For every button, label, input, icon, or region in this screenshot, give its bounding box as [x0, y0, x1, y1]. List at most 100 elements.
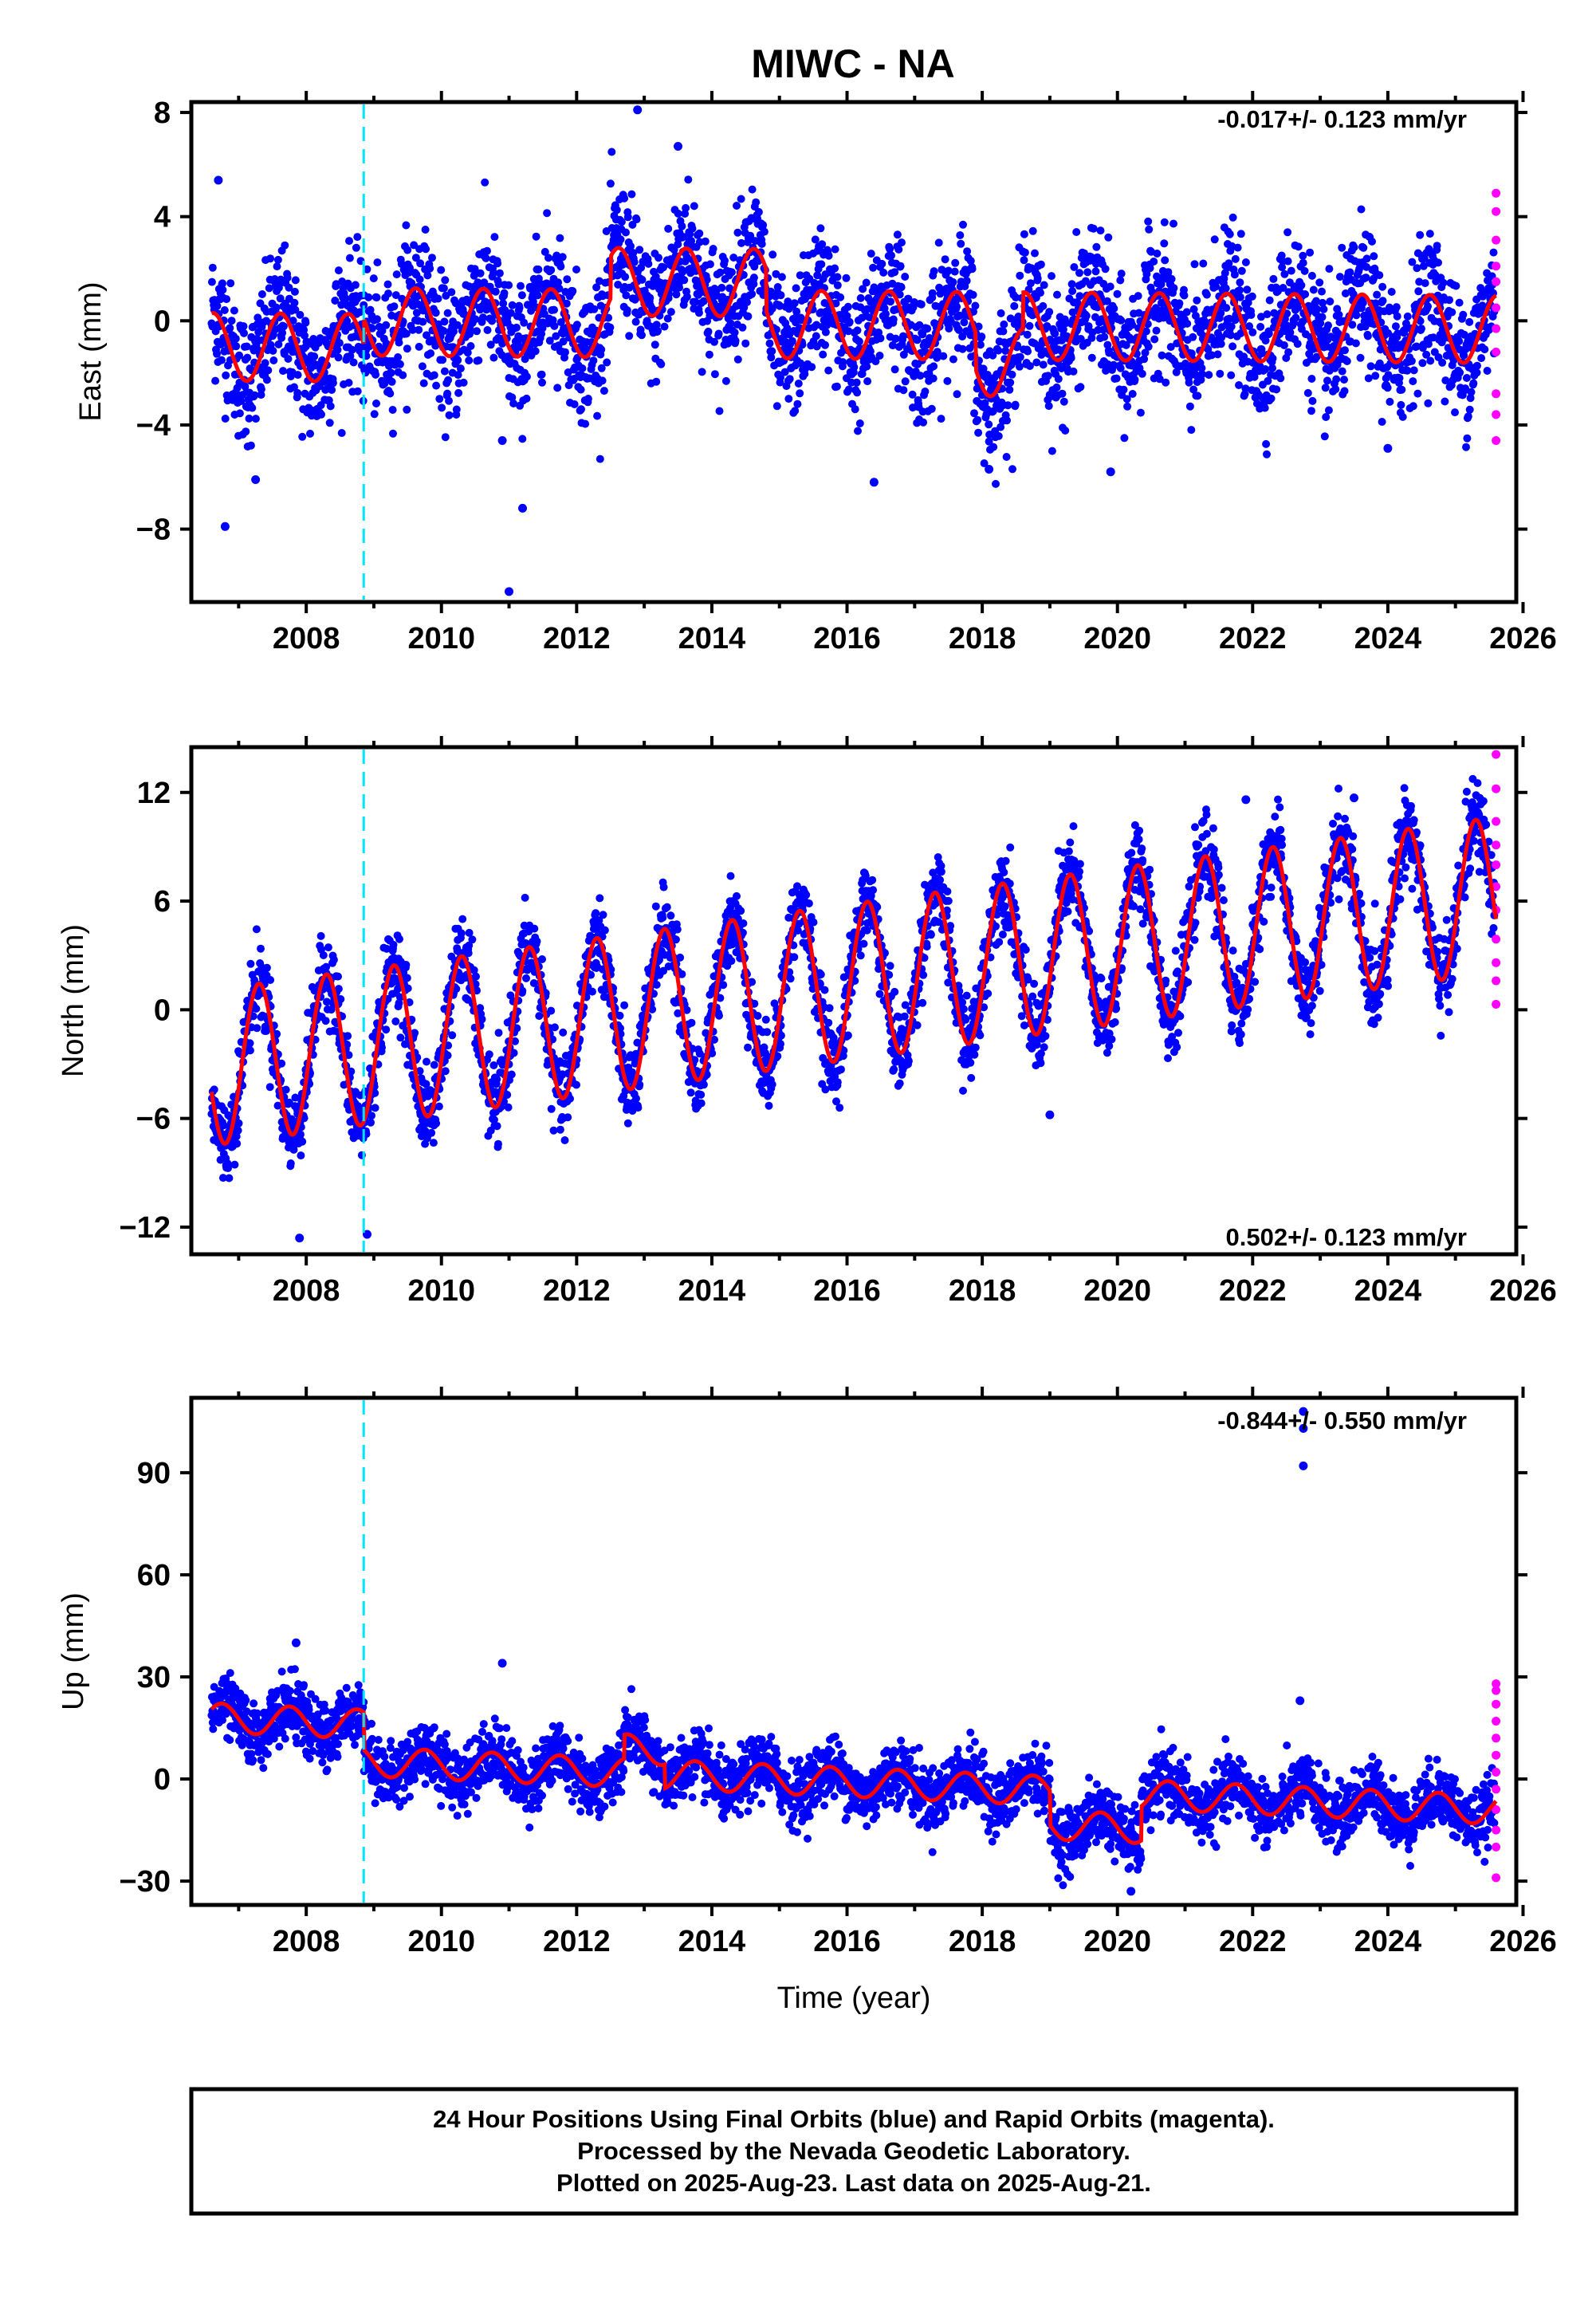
data-point — [242, 427, 250, 436]
data-point — [321, 1017, 330, 1025]
data-point — [352, 243, 360, 252]
data-point — [631, 317, 640, 326]
data-point — [876, 334, 885, 343]
data-point — [726, 319, 735, 328]
data-point — [388, 406, 397, 414]
data-point — [1039, 360, 1048, 369]
data-point — [1462, 374, 1471, 382]
data-point — [1024, 347, 1032, 356]
data-point — [793, 399, 802, 408]
data-point — [646, 293, 655, 302]
data-point — [1138, 369, 1146, 378]
data-point — [226, 279, 235, 288]
data-point — [744, 312, 753, 321]
data-point — [878, 259, 886, 268]
data-point — [415, 342, 423, 351]
data-point — [1338, 243, 1346, 252]
data-point — [593, 411, 602, 420]
data-point — [970, 409, 978, 418]
data-point — [438, 403, 446, 412]
data-point — [403, 974, 411, 982]
data-point — [821, 328, 830, 336]
data-point — [427, 349, 435, 358]
data-point — [833, 281, 842, 289]
data-point — [456, 364, 465, 373]
data-point — [1324, 406, 1333, 415]
data-point — [328, 386, 336, 394]
x-tick-label: 2014 — [678, 622, 746, 655]
data-point — [939, 352, 948, 360]
data-point — [491, 287, 500, 296]
data-point — [623, 306, 631, 314]
data-point — [556, 262, 565, 271]
data-point — [1416, 230, 1425, 239]
data-point — [1004, 401, 1012, 410]
data-point — [863, 362, 871, 371]
data-point — [958, 344, 967, 353]
data-point — [1153, 250, 1162, 258]
data-point — [666, 911, 675, 920]
data-point — [1417, 325, 1425, 333]
data-point — [721, 376, 730, 385]
data-point — [572, 1080, 580, 1089]
data-point — [265, 1083, 274, 1092]
data-point — [917, 300, 926, 309]
data-point — [1228, 342, 1237, 351]
data-point — [1409, 377, 1417, 386]
data-point — [1318, 287, 1326, 296]
data-point — [1378, 282, 1387, 291]
data-point — [296, 310, 305, 319]
data-point — [1210, 235, 1219, 244]
data-point — [474, 356, 483, 364]
data-point — [432, 1119, 441, 1127]
data-point — [752, 198, 761, 207]
data-point — [710, 370, 719, 379]
data-point — [1101, 265, 1110, 274]
data-point — [319, 377, 328, 386]
data-point — [969, 290, 977, 299]
data-point — [371, 1104, 379, 1112]
data-point — [727, 268, 736, 277]
data-point — [207, 277, 216, 286]
data-point — [387, 368, 395, 377]
data-point — [378, 326, 387, 335]
data-point — [237, 397, 246, 405]
data-point — [348, 345, 356, 354]
data-point — [1233, 243, 1242, 252]
data-point — [1020, 248, 1029, 257]
data-point — [744, 1043, 752, 1052]
data-point — [893, 230, 902, 239]
data-point — [1067, 354, 1075, 362]
data-point — [1025, 362, 1034, 370]
data-point — [520, 318, 529, 327]
data-point — [1033, 274, 1042, 282]
data-point — [558, 253, 567, 262]
data-point — [1371, 372, 1380, 380]
data-point — [483, 326, 492, 334]
data-point — [289, 317, 297, 325]
data-point — [733, 891, 741, 900]
data-point — [503, 1091, 512, 1099]
data-point — [1434, 258, 1442, 267]
data-point — [855, 419, 864, 427]
data-point — [553, 384, 562, 392]
data-point — [698, 368, 706, 376]
data-point — [386, 389, 395, 398]
data-point — [1359, 243, 1368, 252]
data-point — [494, 1139, 502, 1148]
data-point — [411, 254, 420, 262]
rapid-point — [1492, 436, 1501, 445]
data-point — [855, 337, 863, 346]
data-point — [445, 396, 453, 405]
data-point — [349, 358, 358, 367]
data-point — [890, 365, 899, 374]
data-point — [1448, 308, 1456, 317]
data-point — [1150, 335, 1159, 344]
data-point — [768, 347, 776, 356]
data-point — [1011, 400, 1020, 409]
data-point — [1075, 292, 1084, 301]
data-point — [760, 227, 769, 236]
data-point — [218, 285, 227, 294]
data-point — [403, 246, 412, 254]
data-point — [334, 353, 343, 362]
